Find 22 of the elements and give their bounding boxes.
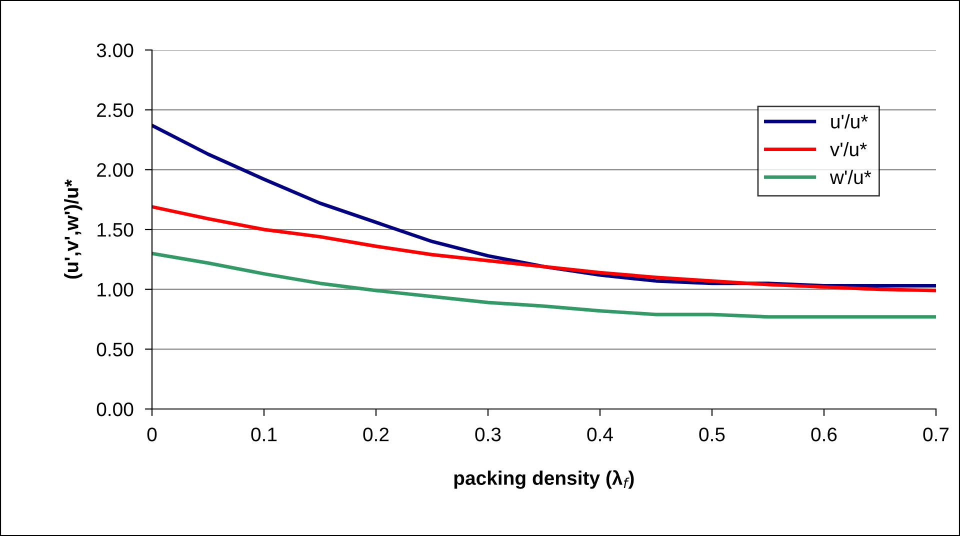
line-series xyxy=(152,205,936,292)
y-tick-label: 1.50 xyxy=(98,222,134,237)
y-tick-label: 3.00 xyxy=(96,43,134,58)
y-tick-label: 0.00 xyxy=(96,402,134,416)
y-tick-label: 2.00 xyxy=(97,163,134,177)
y-tick-label: 0.50 xyxy=(96,342,134,356)
x-tick-label: 0.1 xyxy=(251,428,277,442)
y-tick-label: 1.00 xyxy=(98,282,134,297)
y-axis-title: (u',v',w')/u* xyxy=(64,179,82,279)
legend-label: w'/u* xyxy=(830,170,872,184)
line-series xyxy=(152,252,936,319)
x-tick-label: 0 xyxy=(147,428,157,442)
x-tick-label: 0.5 xyxy=(699,428,725,442)
legend-label: v'/u* xyxy=(830,142,867,156)
x-tick-label: 0.4 xyxy=(587,428,613,442)
x-axis-title: packing density (λ$_{f}$) xyxy=(454,470,634,489)
x-tick-label: 0.2 xyxy=(363,428,389,442)
x-tick-label: 0.6 xyxy=(811,428,837,442)
legend-label: u'/u* xyxy=(831,114,868,128)
x-tick-label: 0.3 xyxy=(475,428,501,442)
y-tick-label: 2.50 xyxy=(97,103,134,118)
x-tick-label: 0.7 xyxy=(923,428,949,442)
